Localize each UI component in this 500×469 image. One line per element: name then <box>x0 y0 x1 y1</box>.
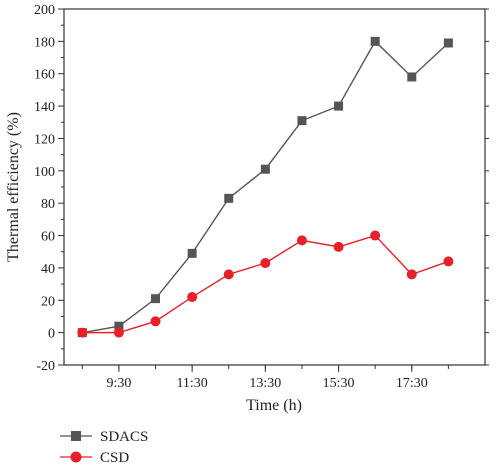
x-tick-label: 17:30 <box>396 376 428 391</box>
x-axis-title: Time (h) <box>246 397 302 414</box>
data-point-sdacs <box>260 164 270 174</box>
y-tick-label: -20 <box>36 359 55 374</box>
data-point-sdacs <box>443 38 453 48</box>
legend-label-csd: CSD <box>100 450 129 466</box>
y-axis: -20 0 20 40 60 80 100 120 140 160 180 200 <box>34 3 489 374</box>
data-point-csd <box>260 258 271 269</box>
data-point-csd <box>296 235 307 246</box>
data-point-sdacs <box>114 321 124 331</box>
y-tick-label: 180 <box>34 35 55 50</box>
y-tick-label: 200 <box>34 3 55 18</box>
data-point-csd <box>113 327 124 338</box>
data-point-sdacs <box>224 193 234 203</box>
x-tick-label: 15:30 <box>323 376 355 391</box>
legend-marker-csd <box>70 451 82 463</box>
y-tick-label: 100 <box>34 165 55 180</box>
y-axis-title: Thermal efficiency (%) <box>5 112 22 262</box>
legend-label-sdacs: SDACS <box>100 429 148 445</box>
legend-item-csd: CSD <box>60 450 129 466</box>
data-point-sdacs <box>407 72 417 82</box>
y-tick-label: 120 <box>34 132 55 147</box>
data-point-csd <box>333 241 344 252</box>
y-tick-label: 40 <box>41 262 55 277</box>
data-point-csd <box>77 327 88 338</box>
series-line-csd <box>82 234 449 334</box>
y-tick-label: 80 <box>41 197 55 212</box>
x-tick-label: 11:30 <box>176 376 207 391</box>
data-point-sdacs <box>370 36 380 46</box>
data-point-csd <box>406 269 417 280</box>
legend-item-sdacs: SDACS <box>60 429 148 445</box>
y-tick-label: 140 <box>34 100 55 115</box>
series-line-sdacs <box>82 40 449 334</box>
data-point-csd <box>223 269 234 280</box>
y-tick-label: 20 <box>41 294 55 309</box>
data-point-sdacs <box>151 294 161 304</box>
data-point-csd <box>187 292 198 303</box>
y-tick-label: 160 <box>34 68 55 83</box>
data-point-csd <box>443 256 454 267</box>
x-axis: 9:30 11:30 13:30 15:30 17:30 <box>81 365 449 391</box>
data-point-csd <box>150 316 161 327</box>
y-tick-label: 60 <box>41 230 55 245</box>
legend-marker-sdacs <box>71 431 81 441</box>
y-tick-label: 0 <box>48 327 55 342</box>
series-layer <box>77 36 454 338</box>
data-point-sdacs <box>334 101 344 111</box>
x-tick-label: 13:30 <box>249 376 281 391</box>
data-point-csd <box>370 230 381 241</box>
plot-frame <box>63 8 486 366</box>
data-point-sdacs <box>187 248 197 258</box>
data-point-sdacs <box>297 116 307 126</box>
x-tick-label: 9:30 <box>106 376 131 391</box>
legend: SDACS CSD <box>60 429 148 466</box>
